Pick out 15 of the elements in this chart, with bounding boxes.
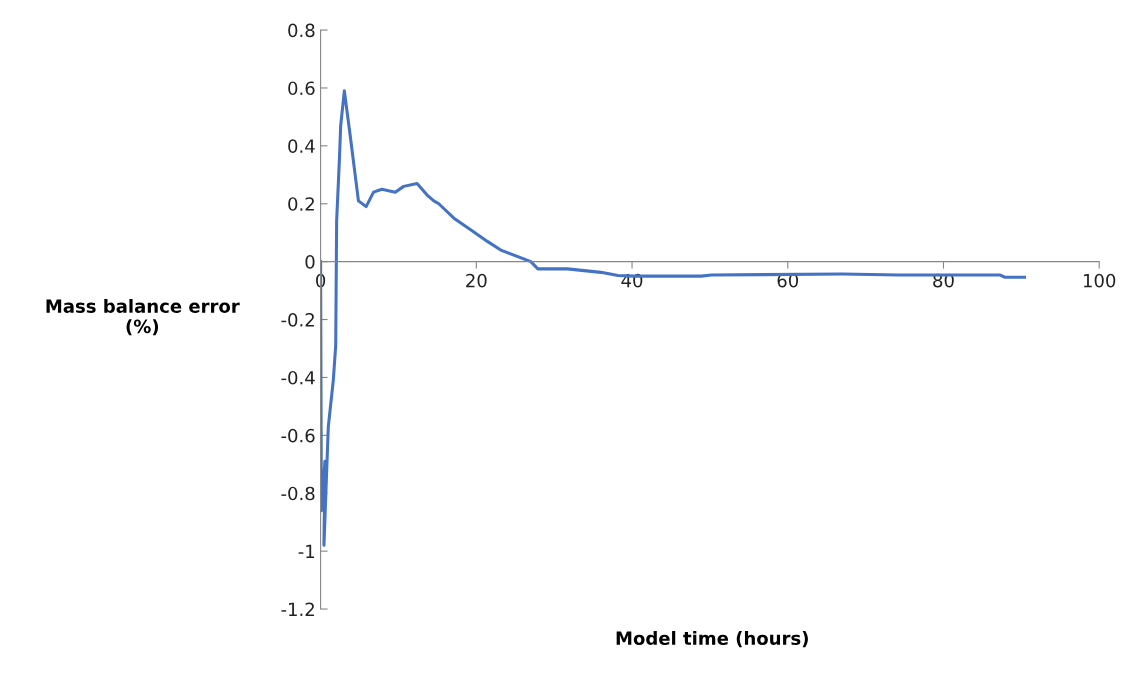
y-tick-label: 0.4 bbox=[288, 139, 315, 153]
y-tick-label: -1 bbox=[298, 544, 315, 558]
y-tick-label: -1.2 bbox=[281, 602, 314, 616]
y-tick-label: -0.6 bbox=[281, 428, 315, 443]
y-tick-label: 0.2 bbox=[288, 197, 314, 211]
y-axis-title: Mass balance error (%) bbox=[46, 298, 240, 336]
y-tick-label: 0.8 bbox=[288, 23, 315, 38]
y-tick-label: 0 bbox=[305, 255, 315, 269]
y-tick-label: 0.6 bbox=[288, 81, 315, 96]
x-tick-label: 100 bbox=[1083, 273, 1116, 288]
y-tick-label: -0.2 bbox=[281, 313, 314, 327]
x-axis-title: Model time (hours) bbox=[616, 631, 808, 648]
y-tick-label: -0.8 bbox=[281, 486, 315, 501]
x-tick-label: 20 bbox=[466, 273, 487, 288]
y-tick-label: -0.4 bbox=[281, 370, 315, 385]
